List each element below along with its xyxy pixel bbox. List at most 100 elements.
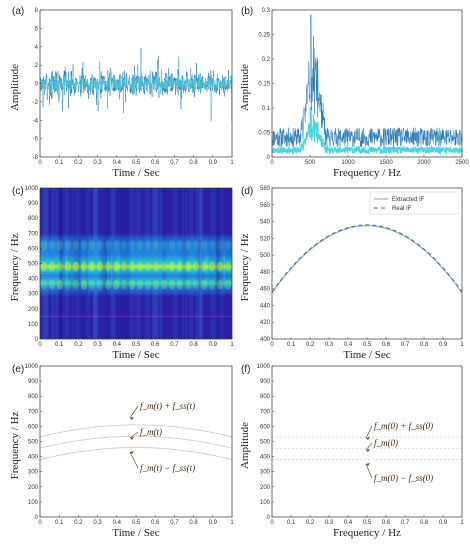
x-axis-label: Time / Sec xyxy=(112,527,159,539)
heatmap-streak xyxy=(225,188,231,339)
ridge-blob xyxy=(193,279,199,290)
ridge-blob xyxy=(145,261,151,272)
annotation-label: f_m(t) + f_ss(t) xyxy=(140,401,195,411)
y-tick-label: 500 xyxy=(28,440,39,446)
ridge-blob xyxy=(225,240,231,251)
heatmap-streak xyxy=(59,188,65,339)
ridge-blob xyxy=(113,279,119,290)
x-tick-label: 0.9 xyxy=(439,342,448,348)
y-tick-label: 600 xyxy=(28,246,39,252)
y-tick-label: 900 xyxy=(28,201,39,207)
ridge-blob xyxy=(57,240,63,251)
ridge-blob xyxy=(129,279,135,290)
heatmap-streak xyxy=(78,188,83,339)
annotation-arrow xyxy=(365,425,373,439)
x-tick-label: 0.1 xyxy=(55,342,64,348)
signal-envelope-line xyxy=(40,62,232,107)
ridge-blob xyxy=(137,261,143,272)
ridge-blob xyxy=(97,240,103,251)
x-tick-label: 0.8 xyxy=(420,342,429,348)
ridge-blob xyxy=(161,261,167,272)
x-tick-label: 0.2 xyxy=(74,520,83,526)
heatmap-streak xyxy=(184,188,188,339)
y-tick-label: -8 xyxy=(33,155,39,161)
x-tick-label: 0.7 xyxy=(170,520,179,526)
heatmap-streak xyxy=(84,188,89,339)
ridge-blob xyxy=(145,240,151,251)
heatmap-streak xyxy=(198,188,205,339)
panel-label: (c) xyxy=(12,186,24,197)
y-tick-label: 400 xyxy=(260,455,271,461)
y-tick-label: 300 xyxy=(28,292,39,298)
heatmap-streak xyxy=(208,188,213,339)
y-tick-label: 580 xyxy=(260,186,271,192)
ridge-blob xyxy=(81,240,87,251)
ridge-blob xyxy=(193,240,199,251)
panel-label: (d) xyxy=(241,186,253,197)
ridge-blob xyxy=(177,261,183,272)
heatmap-streak xyxy=(66,188,70,339)
annotation-label: f_m(0) + f_ss(0) xyxy=(374,421,433,431)
x-tick-label: 1 xyxy=(230,160,234,166)
y-tick-label: -6 xyxy=(33,137,39,143)
heatmap-streak xyxy=(92,188,99,339)
ridge-blob xyxy=(65,240,71,251)
ridge-blob xyxy=(49,261,55,272)
component-line xyxy=(39,435,233,449)
x-tick-label: 0.5 xyxy=(132,160,141,166)
annotation-label: f_m(0) xyxy=(374,438,398,448)
ridge-blob xyxy=(65,279,71,290)
y-axis-label: Amplitude xyxy=(239,64,251,111)
y-tick-label: 700 xyxy=(260,409,271,415)
heatmap-streak xyxy=(172,188,178,339)
y-tick-label: 560 xyxy=(260,203,271,209)
x-tick-label: 0.9 xyxy=(209,520,218,526)
x-axis-label: Time / Sec xyxy=(343,349,390,361)
ridge-blob xyxy=(57,261,63,272)
x-tick-label: 1 xyxy=(230,342,234,348)
heatmap-streak xyxy=(162,188,167,339)
x-tick-label: 0.3 xyxy=(93,342,102,348)
y-tick-label: 100 xyxy=(28,322,39,328)
y-tick-label: 600 xyxy=(28,424,39,430)
x-tick-label: 1 xyxy=(460,520,464,526)
legend: Extracted IF Real IF xyxy=(369,191,459,215)
ridge-blob xyxy=(65,261,71,272)
ridge-blob xyxy=(153,279,159,290)
spectrum-series xyxy=(272,14,462,156)
ridge-blob xyxy=(121,240,127,251)
x-tick-label: 0.8 xyxy=(189,160,198,166)
ridge-blob xyxy=(89,279,95,290)
ridge-blob xyxy=(113,240,119,251)
y-tick-label: 0.15 xyxy=(258,82,270,88)
ridge-blob xyxy=(145,279,151,290)
panel-label: (b) xyxy=(241,6,253,17)
ridge-blob xyxy=(153,240,159,251)
x-tick-label: 1 xyxy=(230,520,234,526)
y-tick-label: 0 xyxy=(267,155,271,161)
plot-frame xyxy=(39,365,233,518)
arrow-head xyxy=(366,449,370,452)
ridge-blob xyxy=(201,279,207,290)
heatmap-streak xyxy=(120,188,127,339)
heatmap-streak xyxy=(62,188,68,339)
x-tick-label: 0.6 xyxy=(151,342,160,348)
ridge-blob xyxy=(217,261,223,272)
y-tick-label: 700 xyxy=(28,231,39,237)
arrow-head xyxy=(130,437,134,440)
x-tick-label: 0.2 xyxy=(74,342,83,348)
heatmap-streak xyxy=(195,188,200,339)
x-tick-label: 0.6 xyxy=(151,160,160,166)
ridge-blob xyxy=(185,261,191,272)
ridge-blob xyxy=(169,279,175,290)
ridge-blob xyxy=(105,261,111,272)
x-tick-label: 0.3 xyxy=(93,520,102,526)
ridge-blob xyxy=(177,279,183,290)
panel-a: 0 0.1 0.2 0.3 0.4 0.5 0.6 0.7 0.8 0.9 1 -8 -6 -4 -2 0 2 4… xyxy=(9,6,234,179)
y-tick-label: 520 xyxy=(260,236,271,242)
heatmap-streak xyxy=(104,188,107,339)
y-tick-label: 0 xyxy=(35,82,39,88)
x-tick-label: 0.2 xyxy=(306,520,315,526)
y-tick-label: 800 xyxy=(28,394,39,400)
